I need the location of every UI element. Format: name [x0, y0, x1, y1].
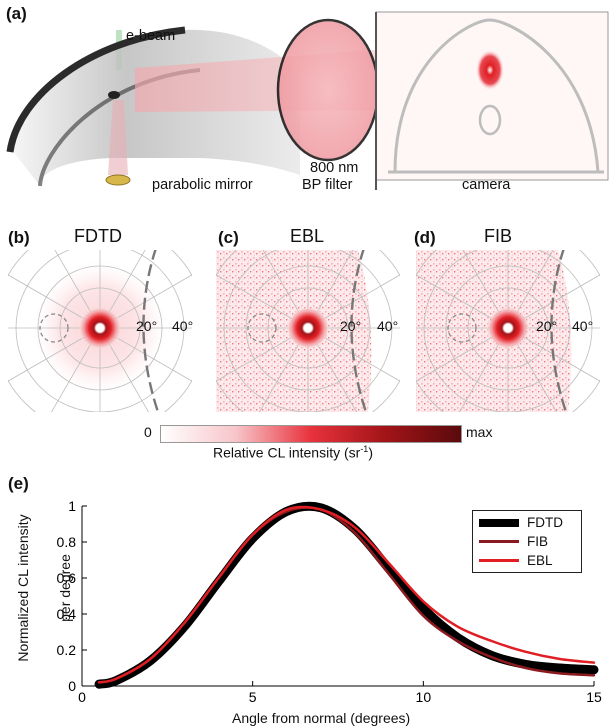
y-tick-label: 1	[68, 498, 76, 514]
legend-label-ebl: EBL	[527, 553, 553, 568]
x-tick-label: 0	[78, 689, 86, 705]
panel-c-ring-20: 20°	[340, 318, 362, 334]
legend-item-ebl: EBL	[473, 551, 581, 570]
legend-swatch-fdtd	[479, 518, 519, 527]
filter-label-line2: BP filter	[302, 177, 353, 193]
series-line-ebl	[97, 505, 596, 684]
legend-swatch-fib	[479, 540, 519, 543]
mirror-hole-outline	[447, 313, 477, 343]
sample-stage	[105, 174, 131, 186]
panel-d-title: FIB	[484, 226, 513, 246]
colorbar-title-text: Relative CL intensity (sr	[213, 444, 361, 461]
colorbar	[160, 425, 462, 443]
x-tick-label: 15	[586, 689, 602, 705]
setup-schematic	[6, 11, 609, 190]
y-axis-label-line1: Normalized CL intensity	[15, 514, 31, 662]
panel-c-label: (c)	[218, 228, 239, 247]
y-tick-label: 0	[68, 678, 76, 694]
panel-d-ring-40: 40°	[572, 318, 594, 334]
camera-label: camera	[462, 177, 511, 193]
panel-d-label: (d)	[414, 228, 436, 247]
y-tick-label: 0.6	[57, 570, 77, 586]
y-axis-label-line2: per degree	[57, 554, 73, 622]
legend-item-fib: FIB	[473, 532, 581, 551]
mirror-edge-outline	[550, 250, 568, 412]
polar-map-fib	[416, 250, 600, 412]
x-axis-label: Angle from normal (degrees)	[232, 710, 411, 726]
mirror-hole-outline	[247, 313, 277, 343]
ebeam-label: e-beam	[126, 28, 176, 44]
panel-b-label: (b)	[8, 228, 30, 247]
emission-spot	[78, 306, 122, 350]
x-tick-label: 10	[416, 689, 432, 705]
chart-legend: FDTD FIB EBL	[472, 510, 582, 573]
colorbar-title: Relative CL intensity (sr-1)	[213, 444, 373, 461]
mirror-hole-outline	[39, 313, 69, 343]
emission-spot	[286, 306, 330, 350]
panel-b-ring-20: 20°	[136, 318, 158, 334]
colorbar-title-sup: -1	[360, 444, 369, 454]
y-tick-label: 0.2	[57, 642, 77, 658]
polar-map-ebl	[216, 250, 400, 412]
panel-c-ring-40: 40°	[377, 318, 399, 334]
panel-d-ring-20: 20°	[536, 318, 558, 334]
legend-label-fib: FIB	[527, 534, 549, 549]
mirror-edge-outline	[142, 250, 160, 412]
y-tick-label: 0.8	[57, 534, 77, 550]
colorbar-max-label: max	[466, 424, 493, 440]
line-chart: 0 5 10 15 0 0.2 0.4 0.6 0.8 1	[57, 498, 602, 705]
emission-spot	[486, 306, 530, 350]
filter-label-line1: 800 nm	[310, 160, 359, 176]
panel-b-ring-40: 40°	[172, 318, 194, 334]
camera-image	[375, 11, 609, 181]
mirror-edge-outline	[350, 250, 368, 412]
panel-a-label: (a)	[6, 4, 27, 23]
panel-c-title: EBL	[290, 226, 325, 246]
mirror-label: parabolic mirror	[152, 177, 253, 193]
camera-spot	[476, 50, 504, 90]
bp-filter	[276, 18, 380, 162]
polar-map-fdtd	[8, 250, 192, 412]
legend-item-fdtd: FDTD	[473, 513, 581, 532]
x-tick-label: 5	[249, 689, 257, 705]
panel-e-label: (e)	[8, 474, 29, 493]
polar-maps	[8, 250, 600, 412]
legend-swatch-ebl	[479, 559, 519, 562]
y-tick-label: 0.4	[57, 606, 77, 622]
colorbar-min-label: 0	[144, 424, 152, 440]
legend-label-fdtd: FDTD	[527, 515, 563, 530]
panel-b-title: FDTD	[74, 226, 122, 246]
colorbar-title-end: )	[368, 444, 373, 461]
